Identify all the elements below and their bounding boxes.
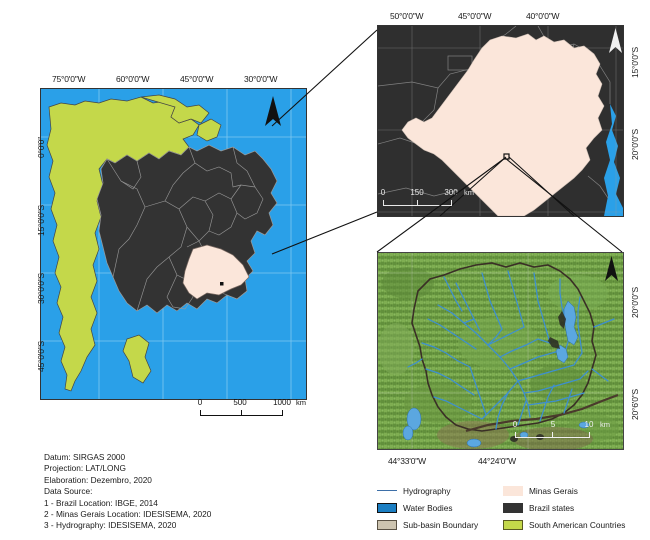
metadata-line-4: Data Source: [44,486,93,497]
sat-sb-val-3: 10 [584,420,594,429]
main-map-north-arrow-icon [264,96,282,130]
main-sb-unit: km [296,398,306,407]
main-lat-label-4: 45°0'0"S [36,340,46,372]
inset-sb-val-2: 150 [410,188,424,197]
water-shadow [510,311,566,442]
main-lat-label-3: 30°0'0"S [36,272,46,304]
legend-item-brazil-states: Brazil states [503,502,645,513]
metadata-line-7: 3 - Hydrography: IDESISEMA, 2020 [44,520,177,531]
lower-boundary [465,393,619,433]
inset-sb-unit: km [464,188,474,197]
legend-item-minas-gerais: Minas Gerais [503,485,645,496]
sat-lon-label-1: 44°33'0"W [388,456,426,466]
main-lon-label-4: 30°0'0"W [244,74,278,84]
legend-item-water-bodies: Water Bodies [377,502,503,513]
legend-label-sub-basin-boundary: Sub-basin Boundary [403,519,479,530]
metadata-line-3: Elaboration: Dezembro, 2020 [44,474,152,485]
metadata-line-2: Projection: LAT/LONG [44,463,126,474]
inset-map-scalebar: 0 150 300 km [381,188,477,206]
legend-label-south-american-countries: South American Countries [529,519,626,530]
satellite-map-scalebar: 0 5 10 km [512,420,610,438]
legend-swatch-water-bodies [377,502,397,513]
legend-swatch-south-american-countries [503,519,523,530]
water-bodies [402,300,590,448]
study-site-marker [220,282,224,286]
legend-label-minas-gerais: Minas Gerais [529,485,578,496]
sat-lon-label-2: 44°24'0"W [478,456,516,466]
inset-lat-label-2: 20°0'0"S [630,128,640,160]
sub-basin-boundary [411,262,597,432]
inset-lon-label-2: 45°0'0"W [458,11,492,21]
inset-lon-label-3: 40°0'0"W [526,11,560,21]
main-map-canvas [41,89,306,399]
main-lon-label-2: 60°0'0"W [116,74,150,84]
main-map-south-america[interactable] [40,88,307,400]
inset-lon-label-1: 50°0'0"W [390,11,424,21]
metadata-line-1: Datum: SIRGAS 2000 [44,452,126,462]
main-map-scalebar: 0 500 1000 km [197,398,306,416]
sat-lat-label-2: 20°6'0"S [630,388,640,420]
main-lon-label-3: 45°0'0"W [180,74,214,84]
sat-sb-val-2: 5 [550,420,556,429]
satellite-map-north-arrow-icon [604,256,619,284]
south-american-countries [46,94,222,392]
legend-swatch-sub-basin-boundary [377,519,397,530]
legend-label-hydrography: Hydrography [403,485,451,496]
inset-lat-label-1: 15°0'0"S [630,46,640,78]
inset-sb-val-1: 0 [380,188,386,197]
satellite-map-canvas [378,253,623,449]
legend-swatch-hydrography [377,490,397,491]
metadata-line-5: 1 - Brazil Location: IBGE, 2014 [44,497,158,508]
main-sb-val-2: 500 [233,398,247,407]
legend-item-hydrography: Hydrography [377,486,503,496]
minas-gerais-highlight [182,244,250,300]
map-legend: Hydrography Minas Gerais Water Bodies Br… [377,482,645,533]
main-sb-val-1: 0 [197,398,203,407]
main-lat-label-1: 0°0'0" [36,136,46,158]
inset-map-north-arrow-icon [608,28,623,56]
sat-sb-unit: km [600,420,610,429]
legend-item-sub-basin-boundary: Sub-basin Boundary [377,519,503,530]
metadata-line-6: 2 - Minas Gerais Location: IDESISEMA, 20… [44,509,212,520]
sat-sb-val-1: 0 [512,420,518,429]
main-lon-label-1: 75°0'0"W [52,74,86,84]
legend-label-water-bodies: Water Bodies [403,502,453,513]
main-sb-val-3: 1000 [273,398,291,407]
main-lat-label-2: 15°0'0"S [36,204,46,236]
legend-label-brazil-states: Brazil states [529,502,575,513]
inset-sb-val-3: 300 [444,188,458,197]
hydrography-network [407,270,615,430]
legend-swatch-minas-gerais [503,485,523,496]
legend-item-south-american-countries: South American Countries [503,519,645,530]
metadata-block: Datum: SIRGAS 2000 Projection: LAT/LONG … [44,452,304,532]
satellite-map-sub-basin[interactable] [377,252,624,450]
legend-swatch-brazil-states [503,502,523,513]
sat-lat-label-1: 20°0'0"S [630,286,640,318]
